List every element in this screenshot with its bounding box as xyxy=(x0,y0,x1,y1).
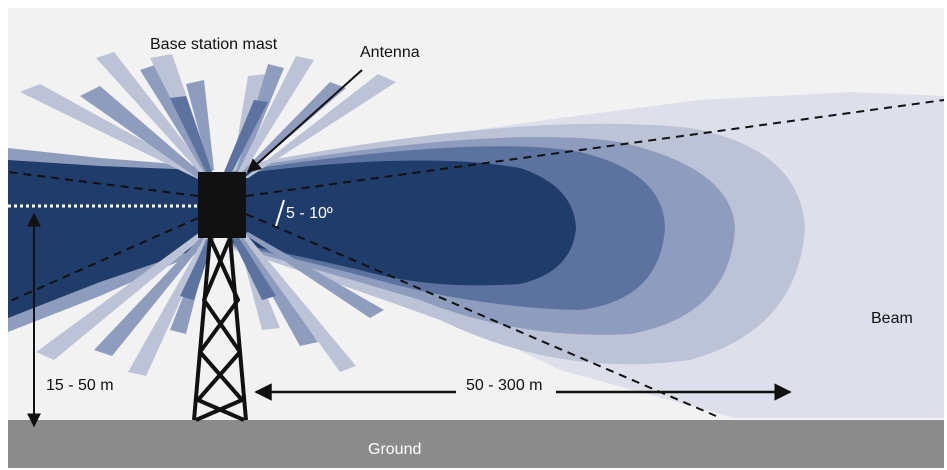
back-upper-boundary-line xyxy=(7,171,199,197)
angle-indicator xyxy=(275,199,285,227)
mast-height-label: 15 - 50 m xyxy=(46,377,114,394)
back-lobe-core xyxy=(8,160,200,318)
side-lobe xyxy=(244,74,396,178)
side-lobe xyxy=(236,64,284,172)
antenna-block xyxy=(198,172,246,238)
lower-boundary-line xyxy=(245,213,717,417)
side-lobe xyxy=(180,238,214,300)
upper-boundary-line xyxy=(245,99,945,197)
back-lobe xyxy=(8,148,200,332)
side-lobe xyxy=(240,236,318,346)
beam-angle-label: 5 - 10º xyxy=(286,205,333,222)
side-lobe xyxy=(128,238,208,376)
side-lobe xyxy=(36,232,202,360)
beam-lobe xyxy=(230,92,944,418)
lattice-mast xyxy=(192,237,248,422)
antenna-callout-arrow xyxy=(246,69,363,173)
antenna-label: Antenna xyxy=(360,44,420,61)
side-lobe xyxy=(170,96,212,172)
side-lobe xyxy=(244,232,384,318)
side-lobe xyxy=(96,52,206,176)
side-lobe xyxy=(80,86,200,180)
ground-label: Ground xyxy=(368,441,422,458)
side-lobe xyxy=(94,236,206,356)
side-lobe xyxy=(242,234,356,372)
side-lobe xyxy=(238,56,314,172)
side-lobes xyxy=(20,52,396,376)
side-lobe xyxy=(224,100,268,172)
beam-core xyxy=(230,160,576,286)
side-lobe xyxy=(20,84,200,180)
side-lobe xyxy=(240,82,346,174)
mast-label: Base station mast xyxy=(150,36,278,53)
side-lobe xyxy=(186,80,214,172)
beam-distance-label: 50 - 300 m xyxy=(466,377,543,394)
ground-strip xyxy=(8,420,944,468)
side-lobe xyxy=(140,64,208,174)
beam-label: Beam xyxy=(871,310,913,327)
side-lobe xyxy=(232,236,276,300)
